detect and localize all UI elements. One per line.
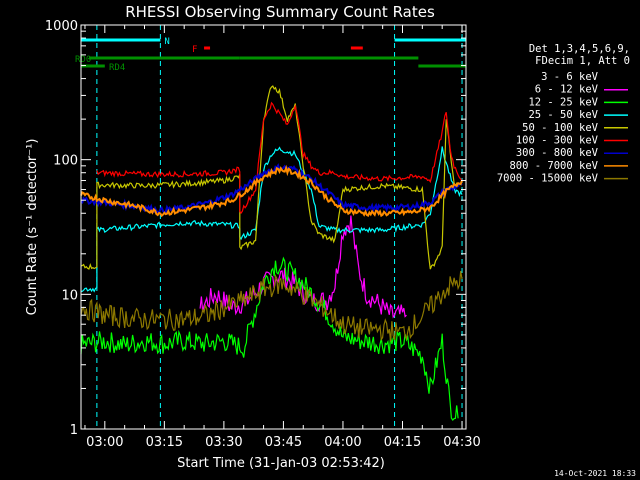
series-line-3 — [80, 146, 463, 293]
x-tick-label-6: 04:30 — [443, 435, 480, 450]
chart-title: RHESSI Observing Summary Count Rates — [125, 3, 435, 21]
x-tick-label-4: 04:00 — [324, 435, 361, 450]
x-axis-label: Start Time (31-Jan-03 02:53:42) — [177, 456, 385, 471]
series-line-8 — [80, 270, 463, 342]
legend-title-line-1: FDecim 1, Att 0 — [535, 55, 630, 67]
x-tick-label-2: 03:30 — [205, 435, 242, 450]
flag-label-7: RD4 — [109, 63, 125, 73]
y-tick-label-0: 1 — [70, 423, 78, 438]
y-tick-label-2: 100 — [53, 154, 78, 169]
x-tick-label-0: 03:00 — [86, 435, 123, 450]
legend-entry-1: 6 - 12 keV — [535, 84, 599, 96]
flag-label-2: F — [192, 45, 197, 55]
legend-entry-4: 50 - 100 keV — [522, 122, 599, 134]
x-tick-label-5: 04:15 — [384, 435, 421, 450]
series-line-4 — [80, 85, 463, 270]
x-tick-label-3: 03:45 — [265, 435, 302, 450]
flag-label-0: N — [164, 37, 169, 47]
series-line-7 — [80, 164, 463, 218]
y-tick-label-3: 1000 — [45, 19, 78, 34]
series-line-5 — [96, 101, 463, 214]
footer-timestamp: 14-Oct-2021 18:33 — [554, 469, 636, 478]
legend-entry-5: 100 - 300 keV — [516, 135, 599, 147]
y-tick-label-1: 10 — [61, 288, 78, 303]
series-line-2 — [80, 256, 459, 421]
legend-entry-6: 300 - 800 keV — [516, 147, 599, 159]
series-line-0 — [342, 205, 376, 429]
plot-frame — [80, 24, 467, 430]
legend: Det 1,3,4,5,6,9,FDecim 1, Att 0 3 - 6 keV… — [497, 43, 630, 185]
legend-entry-2: 12 - 25 keV — [528, 96, 598, 108]
y-axis-label: Count Rate (s⁻¹ detector⁻¹) — [25, 139, 40, 316]
legend-entry-8: 7000 - 15000 keV — [497, 173, 599, 185]
legend-title-line-0: Det 1,3,4,5,6,9, — [529, 43, 630, 55]
legend-entry-3: 25 - 50 keV — [528, 109, 598, 121]
x-tick-label-1: 03:15 — [146, 435, 183, 450]
flag-label-4: RD0 — [75, 55, 91, 65]
legend-entry-7: 800 - 7000 keV — [509, 160, 598, 172]
legend-entry-0: 3 - 6 keV — [541, 71, 599, 83]
